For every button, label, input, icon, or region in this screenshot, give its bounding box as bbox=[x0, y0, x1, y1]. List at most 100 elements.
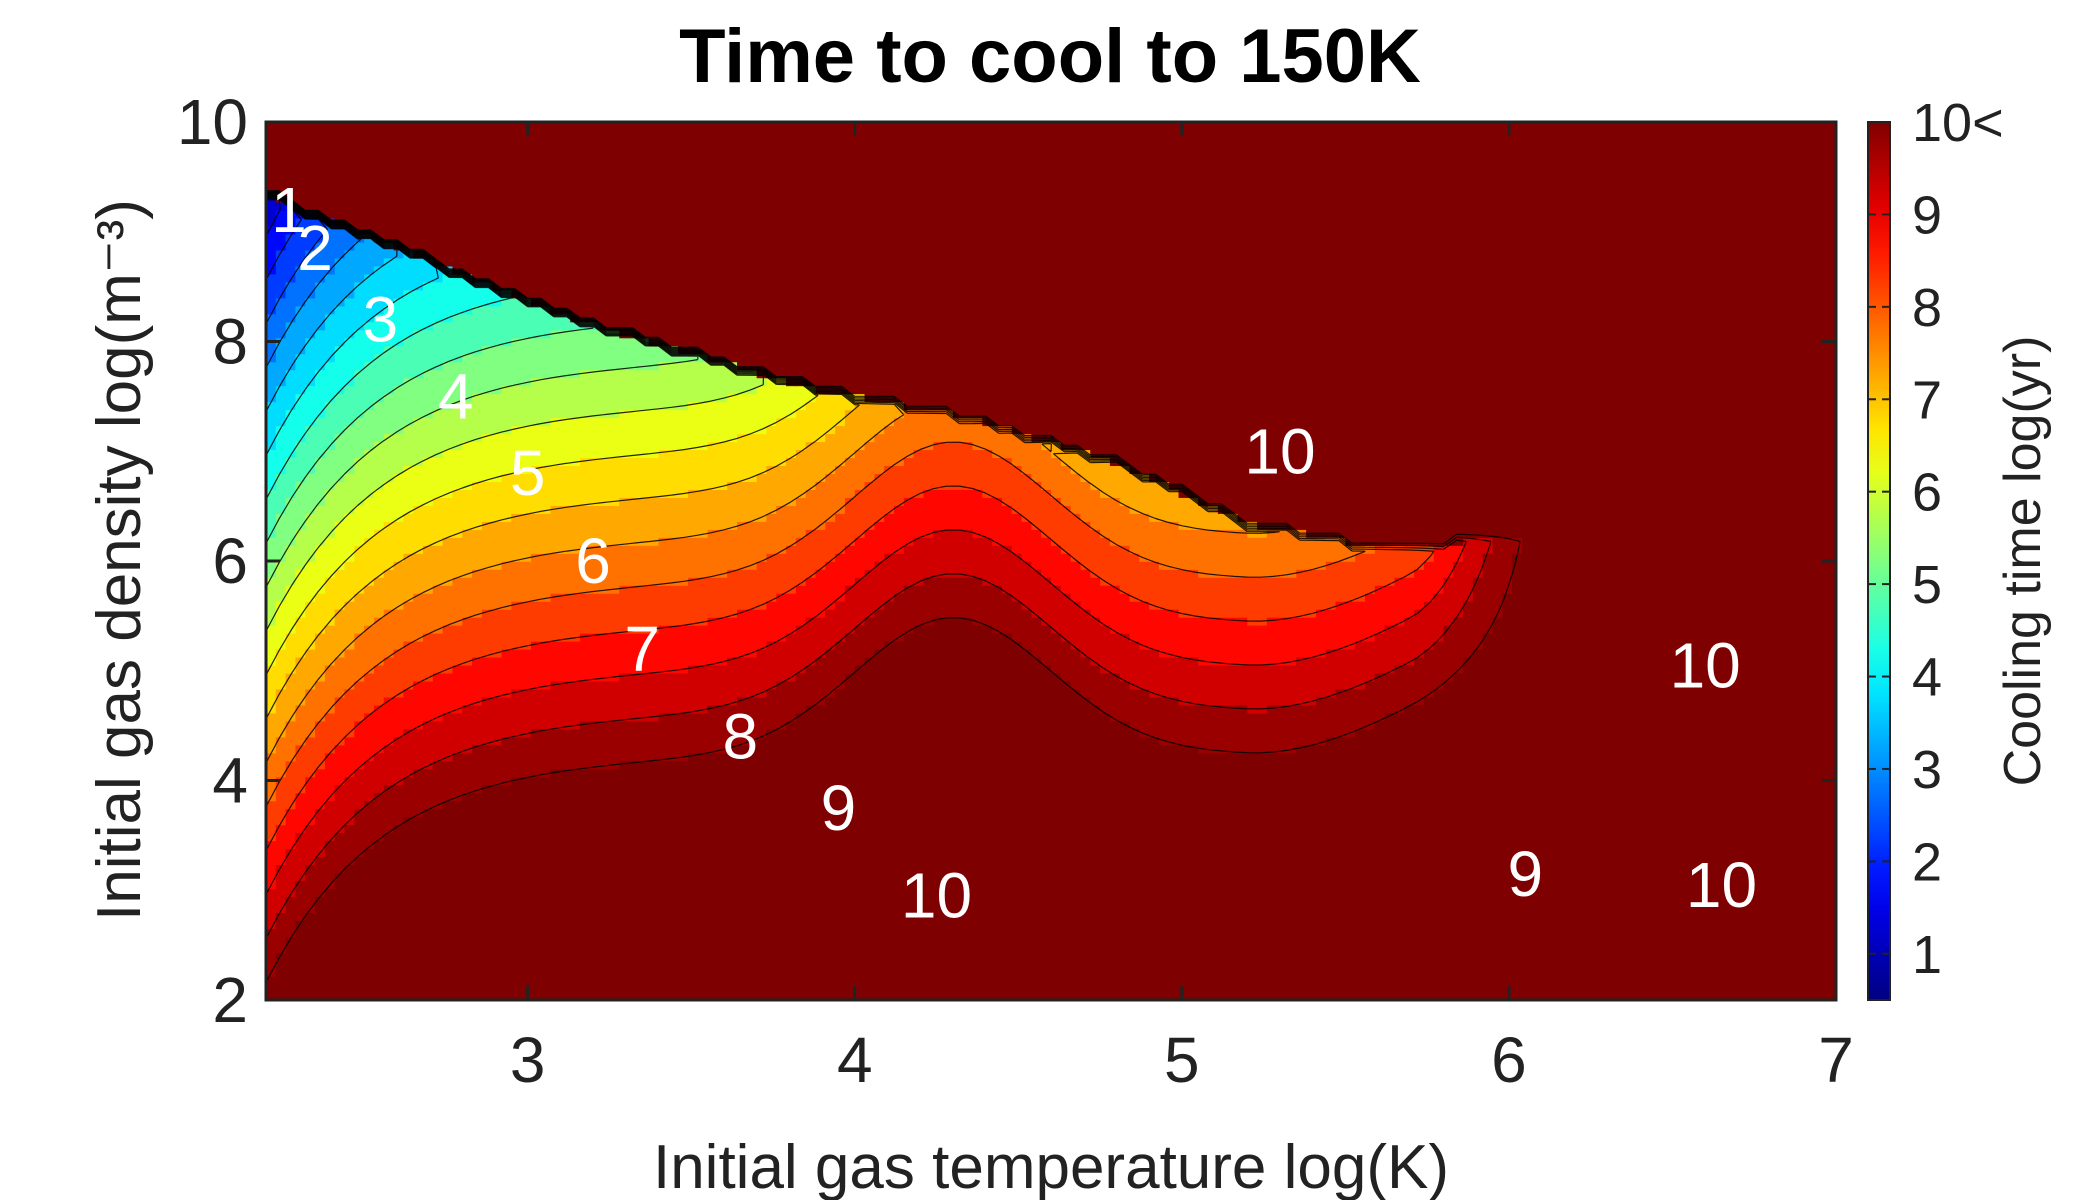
contour-cell bbox=[276, 984, 287, 993]
contour-cell bbox=[708, 928, 719, 937]
contour-cell bbox=[1355, 761, 1366, 770]
contour-cell bbox=[1669, 816, 1680, 825]
contour-cell bbox=[1571, 888, 1582, 897]
contour-cell bbox=[1748, 960, 1759, 969]
contour-cell bbox=[1453, 880, 1464, 889]
contour-cell bbox=[737, 816, 748, 825]
contour-cell bbox=[1444, 784, 1455, 793]
contour-cell bbox=[1355, 872, 1366, 881]
contour-cell bbox=[737, 792, 748, 801]
contour-cell bbox=[1601, 824, 1612, 833]
contour-cell bbox=[1650, 792, 1661, 801]
contour-cell bbox=[698, 976, 709, 985]
contour-cell bbox=[678, 824, 689, 833]
contour-cell bbox=[1659, 872, 1670, 881]
contour-cell bbox=[423, 816, 434, 825]
contour-cell bbox=[1061, 984, 1072, 993]
contour-cell bbox=[1287, 912, 1298, 921]
contour-cell bbox=[1090, 832, 1101, 841]
contour-cell bbox=[904, 944, 915, 953]
contour-cell bbox=[1542, 777, 1553, 786]
contour-cell bbox=[1404, 753, 1415, 762]
contour-cell bbox=[1601, 952, 1612, 961]
contour-cell bbox=[1012, 816, 1023, 825]
contour-cell bbox=[492, 864, 503, 873]
contour-cell bbox=[1463, 968, 1474, 977]
contour-cell bbox=[649, 976, 660, 985]
contour-cell bbox=[266, 808, 277, 817]
contour-cell bbox=[570, 864, 581, 873]
contour-cell bbox=[845, 761, 856, 770]
contour-cell bbox=[1090, 888, 1101, 897]
contour-cell bbox=[1022, 753, 1033, 762]
contour-cell bbox=[688, 832, 699, 841]
contour-cell bbox=[708, 816, 719, 825]
contour-cell bbox=[1463, 912, 1474, 921]
contour-cell bbox=[1591, 872, 1602, 881]
contour-cell bbox=[1414, 864, 1425, 873]
contour-cell bbox=[276, 832, 287, 841]
contour-cell bbox=[1551, 976, 1562, 985]
contour-cell bbox=[737, 968, 748, 977]
contour-cell bbox=[384, 976, 395, 985]
contour-cell bbox=[678, 984, 689, 993]
contour-cell bbox=[953, 832, 964, 841]
contour-cell bbox=[433, 952, 444, 961]
contour-cell bbox=[1179, 848, 1190, 857]
contour-cell bbox=[914, 944, 925, 953]
contour-cell bbox=[462, 984, 473, 993]
contour-cell bbox=[452, 880, 463, 889]
contour-cell bbox=[796, 832, 807, 841]
contour-cell bbox=[1365, 944, 1376, 953]
contour-cell bbox=[1267, 824, 1278, 833]
contour-cell bbox=[1277, 856, 1288, 865]
contour-cell bbox=[1316, 808, 1327, 817]
contour-cell bbox=[1002, 904, 1013, 913]
contour-cell bbox=[1365, 824, 1376, 833]
contour-cell bbox=[433, 944, 444, 953]
contour-cell bbox=[708, 904, 719, 913]
contour-cell bbox=[1414, 960, 1425, 969]
contour-cell bbox=[472, 920, 483, 929]
contour-cell bbox=[1208, 912, 1219, 921]
contour-cell bbox=[1169, 880, 1180, 889]
contour-cell bbox=[1669, 769, 1680, 778]
contour-cell bbox=[668, 944, 679, 953]
contour-cell bbox=[884, 944, 895, 953]
contour-cell bbox=[963, 960, 974, 969]
contour-cell bbox=[1512, 784, 1523, 793]
contour-cell bbox=[757, 888, 768, 897]
contour-cell bbox=[452, 824, 463, 833]
contour-cell bbox=[698, 808, 709, 817]
contour-cell bbox=[1414, 984, 1425, 993]
contour-cell bbox=[1188, 896, 1199, 905]
contour-cell bbox=[502, 920, 513, 929]
contour-cell bbox=[1326, 952, 1337, 961]
contour-cell bbox=[727, 848, 738, 857]
contour-cell bbox=[1591, 824, 1602, 833]
contour-cell bbox=[1296, 920, 1307, 929]
contour-cell bbox=[394, 784, 405, 793]
contour-cell bbox=[1159, 952, 1170, 961]
contour-cell bbox=[1394, 984, 1405, 993]
contour-cell bbox=[1090, 777, 1101, 786]
contour-cell bbox=[747, 920, 758, 929]
contour-cell bbox=[668, 753, 679, 762]
contour-cell bbox=[1512, 753, 1523, 762]
contour-cell bbox=[1512, 944, 1523, 953]
contour-cell bbox=[1797, 984, 1808, 993]
contour-cell bbox=[1483, 792, 1494, 801]
contour-cell bbox=[973, 888, 984, 897]
contour-cell bbox=[1110, 872, 1121, 881]
contour-cell bbox=[295, 848, 306, 857]
contour-cell bbox=[1365, 976, 1376, 985]
contour-cell bbox=[1247, 872, 1258, 881]
contour-cell bbox=[796, 864, 807, 873]
contour-cell bbox=[580, 984, 591, 993]
contour-cell bbox=[472, 968, 483, 977]
contour-cell bbox=[1277, 904, 1288, 913]
contour-cell bbox=[1797, 928, 1808, 937]
contour-cell bbox=[943, 808, 954, 817]
contour-cell bbox=[541, 800, 552, 809]
contour-cell bbox=[1198, 944, 1209, 953]
